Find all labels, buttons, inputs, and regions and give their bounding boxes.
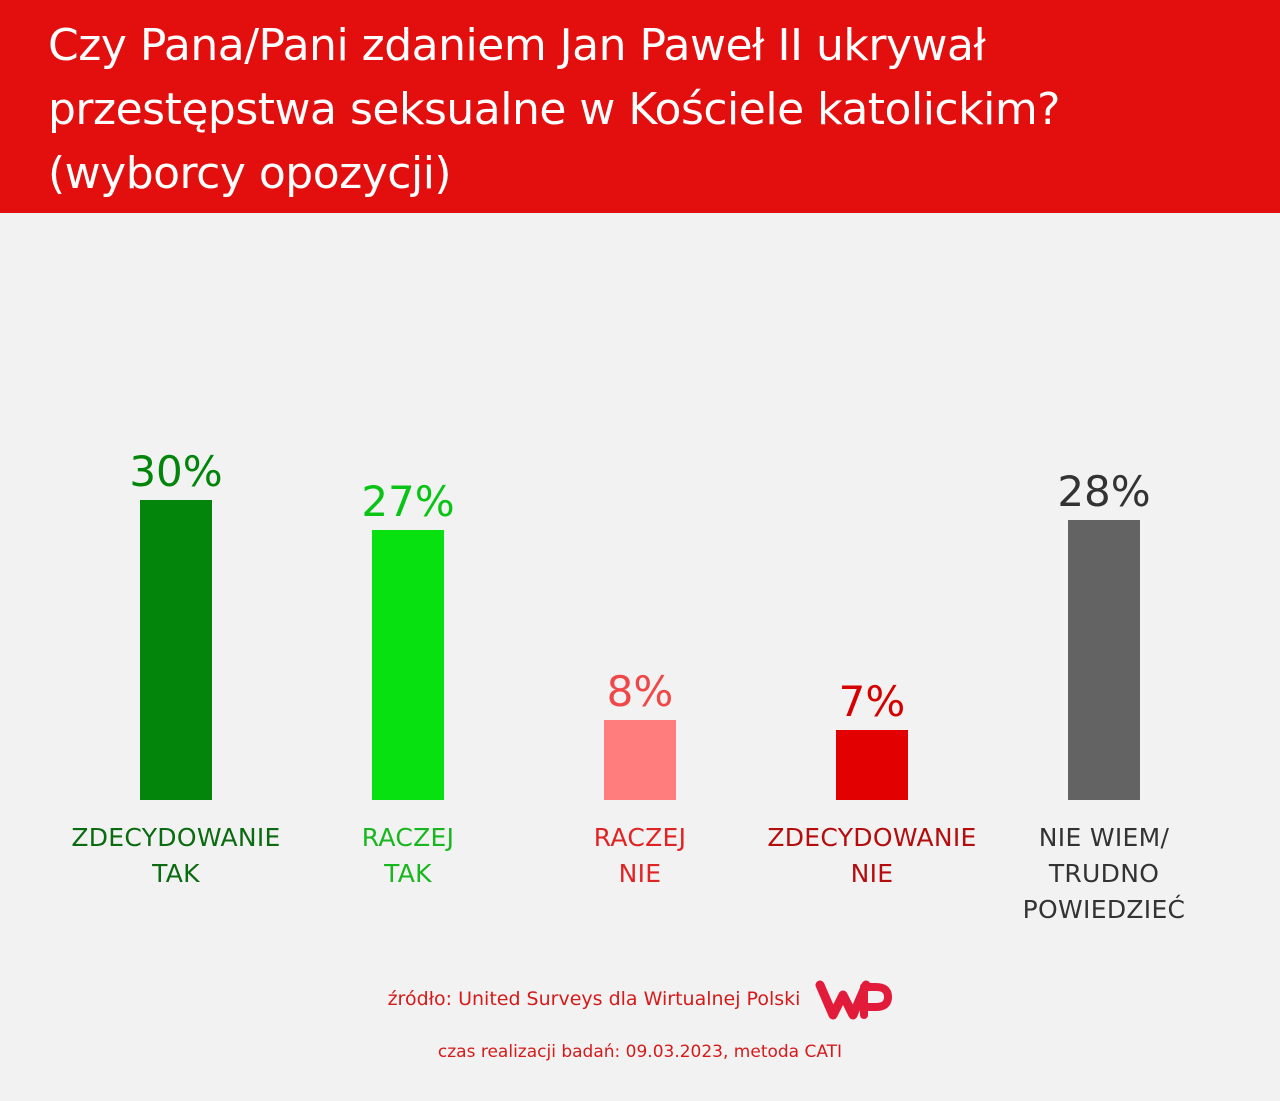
value-label-3: 8% [607, 667, 674, 716]
date-method-text: czas realizacji badań: 09.03.2023, metod… [437, 1042, 843, 1062]
value-label-4: 7% [839, 677, 906, 726]
bar-4 [836, 730, 908, 800]
category-label-line: ZDECYDOWANIE [767, 823, 977, 852]
chart-title-line-2: przestępstwa seksualne w Kościele katoli… [48, 84, 1061, 135]
bar-5 [1068, 520, 1140, 800]
chart-title-line-3: (wyborcy opozycji) [48, 148, 452, 199]
category-label-line: NIE WIEM/ [1038, 823, 1170, 852]
bar-1 [140, 500, 212, 800]
value-label-5: 28% [1057, 467, 1150, 516]
chart-title-line-1: Czy Pana/Pani zdaniem Jan Paweł II ukryw… [48, 20, 986, 71]
bar-2 [372, 530, 444, 800]
category-label-line: RACZEJ [593, 823, 687, 852]
category-label-line: NIE [850, 859, 894, 888]
category-label-line: TRUDNO [1048, 859, 1160, 888]
category-label-line: POWIEDZIEĆ [1022, 895, 1186, 924]
bar-chart: 30% 27% 8% 7% 28% [129, 447, 1151, 800]
value-label-1: 30% [129, 447, 222, 496]
category-label-line: TAK [384, 859, 432, 888]
category-label-1: ZDECYDOWANIE TAK [36, 820, 316, 892]
category-label-3: RACZEJ NIE [500, 820, 780, 892]
title-banner: Czy Pana/Pani zdaniem Jan Paweł II ukryw… [0, 0, 1280, 213]
value-label-2: 27% [361, 477, 454, 526]
wp-logo: WP [815, 980, 893, 1020]
bar-3 [604, 720, 676, 800]
category-label-line: ZDECYDOWANIE [71, 823, 281, 852]
category-label-line: NIE [618, 859, 662, 888]
category-label-4: ZDECYDOWANIE NIE [732, 820, 1012, 892]
category-label-2: RACZEJ TAK [268, 820, 548, 892]
category-label-line: TAK [152, 859, 200, 888]
category-label-5: NIE WIEM/TRUDNO POWIEDZIEĆ [964, 820, 1244, 928]
source-text: źródło: United Surveys dla Wirtualnej Po… [387, 988, 801, 1010]
category-label-line: RACZEJ [361, 823, 455, 852]
source-row: źródło: United Surveys dla Wirtualnej Po… [0, 975, 1280, 1023]
